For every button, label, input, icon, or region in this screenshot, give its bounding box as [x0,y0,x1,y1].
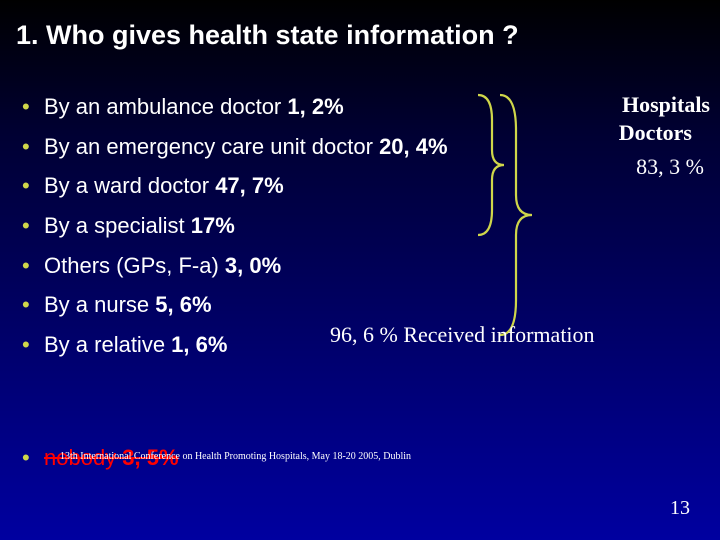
bullet-icon: • [22,445,44,471]
bullet-text: By a nurse 5, 6% [44,290,212,320]
bullet-text: By an emergency care unit doctor 20, 4% [44,132,448,162]
annotation-stat: 83, 3 % [636,154,704,180]
bullet-icon: • [22,132,44,162]
annotation-hospitals: Hospitals [622,92,710,118]
bullet-icon: • [22,92,44,122]
bullet-icon: • [22,290,44,320]
received-info: 96, 6 % Received information [330,322,595,348]
slide-title: 1. Who gives health state information ? [16,20,519,51]
bullet-icon: • [22,330,44,360]
bullet-text: By an ambulance doctor 1, 2% [44,92,344,122]
bullet-icon: • [22,211,44,241]
page-number: 13 [670,497,690,520]
bullet-text: By a ward doctor 47, 7% [44,171,284,201]
bullet-text: By a relative 1, 6% [44,330,227,360]
brace-large-icon [490,90,540,340]
bullet-icon: • [22,251,44,281]
bullet-text: Others (GPs, F-a) 3, 0% [44,251,281,281]
bullet-icon: • [22,171,44,201]
bullet-text: By a specialist 17% [44,211,235,241]
footer-text: 13th International Conference on Health … [60,451,411,462]
annotation-doctors: Doctors [619,120,692,146]
